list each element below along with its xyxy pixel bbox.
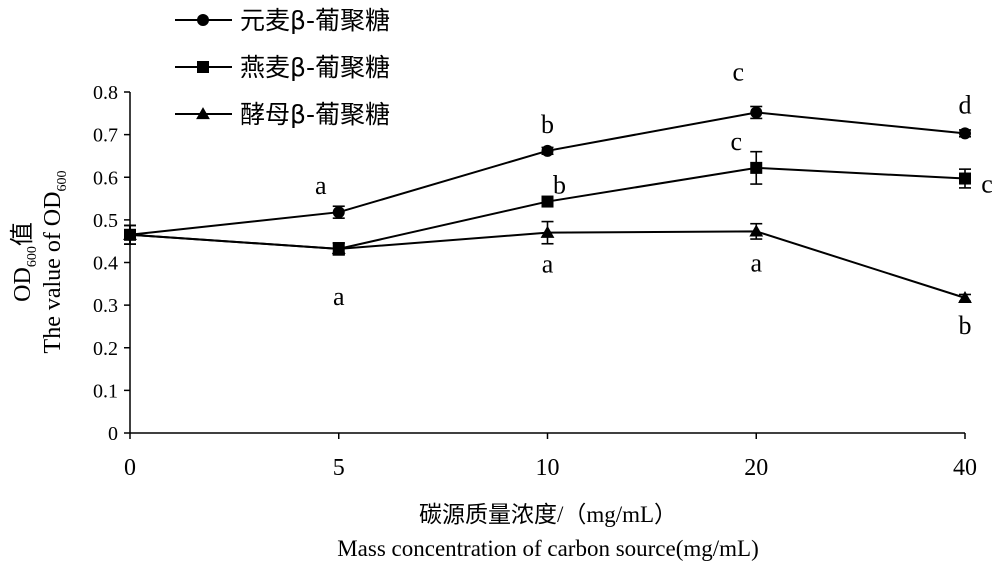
data-point [541,195,554,208]
data-point [959,172,971,185]
significance-label: a [333,282,345,311]
significance-label: b [959,311,972,340]
y-tick-label: 0.1 [93,380,118,402]
y-axis-label-en: The value of OD600 [40,171,70,354]
significance-label: a [750,248,762,277]
significance-label: b [553,171,566,200]
legend-item: 酵母β-葡聚糖 [175,100,390,129]
significance-label: c [981,170,993,199]
data-point [331,241,346,255]
series-triangle [123,220,972,304]
x-tick-label: 5 [333,455,345,481]
significance-label: c [730,127,742,156]
significance-labels: a b c d a b c c a a b [315,57,993,339]
legend-label: 酵母β-葡聚糖 [240,100,390,129]
y-tick-label: 0.6 [93,167,118,189]
significance-label: a [542,250,554,279]
x-tick-label: 40 [953,455,977,481]
legend-marker [196,107,210,120]
series-layer [123,105,972,304]
x-tick-label: 0 [124,455,136,481]
data-point [750,161,763,174]
data-point [540,225,555,238]
legend-item: 燕麦β-葡聚糖 [175,53,390,82]
legend-item: 元麦β-葡聚糖 [175,6,390,35]
legend-label: 燕麦β-葡聚糖 [240,53,390,82]
y-tick-label: 0 [108,423,118,445]
data-point [541,144,554,157]
data-point [749,224,764,237]
data-point [750,106,763,119]
significance-label: c [732,57,744,86]
y-tick-label: 0.5 [93,210,118,232]
x-ticks: 0 5 10 20 40 [124,433,977,481]
y-tick-label: 0.8 [93,82,118,104]
series-circle [124,105,971,245]
legend-marker [197,61,209,73]
y-tick-label: 0.4 [93,253,118,275]
significance-label: b [541,110,554,139]
y-tick-label: 0.7 [93,125,118,147]
legend-label: 元麦β-葡聚糖 [240,6,390,35]
x-tick-label: 10 [536,455,560,481]
data-point [958,290,972,304]
y-axis-label-cn: OD600值 [8,222,40,302]
data-point [123,227,137,240]
data-point [332,206,345,219]
y-ticks: 0 0.1 0.2 0.3 0.4 0.5 0.6 0.7 0.8 [93,82,130,445]
y-tick-label: 0.2 [93,338,118,360]
data-point [959,127,971,140]
x-tick-label: 20 [744,455,768,481]
x-axis-label-en: Mass concentration of carbon source(mg/m… [337,536,759,561]
y-axis-label: OD600值 The value of OD600 [8,171,70,354]
y-tick-label: 0.3 [93,295,118,317]
x-axis-label-cn: 碳源质量浓度/（mg/mL） [419,502,677,527]
legend-marker [197,14,209,26]
significance-label: d [959,90,972,119]
significance-label: a [315,171,327,200]
